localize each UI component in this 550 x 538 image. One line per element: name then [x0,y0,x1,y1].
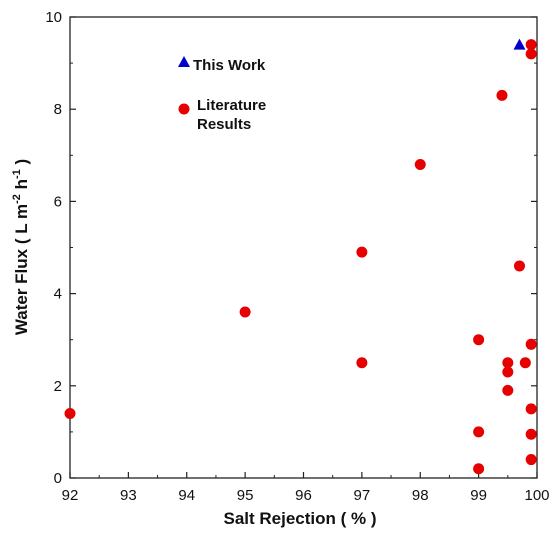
x-tick-label: 93 [120,487,137,504]
y-tick-label: 2 [54,378,62,395]
data-point-literature [525,403,537,415]
data-point-literature [525,39,537,51]
y-tick-label: 6 [54,193,62,210]
legend-marker-literature [178,103,190,115]
legend-label-literature: Literature Results [197,97,266,133]
data-point-literature [356,357,368,369]
data-point-literature [239,306,251,318]
data-point-literature [496,89,508,101]
y-axis-title-sup-2: -1 [11,169,23,179]
x-axis-title: Salt Rejection ( % ) [223,509,376,528]
x-tick-label: 97 [354,487,371,504]
x-tick-label: 100 [524,487,549,504]
y-tick-label: 4 [54,286,62,303]
data-point-literature [473,334,485,346]
y-axis-title-main: Water Flux ( L m [12,204,31,335]
x-tick-label: 94 [178,487,195,504]
data-point-literature [502,357,514,369]
data-point-literature [525,428,537,440]
data-point-literature [513,260,525,272]
y-tick-label: 0 [54,470,62,487]
data-point-literature [519,357,531,369]
data-point-literature [525,48,537,60]
legend-label-literature-line1: Literature [197,97,266,114]
x-axis: 92 93 94 95 96 97 98 99 100 [62,472,550,504]
legend-label-literature-line2: Results [197,116,251,133]
y-axis-title: Water Flux ( L m-2 h-1 ) [11,159,31,335]
data-point-literature [473,426,485,438]
data-point-literature [414,159,426,171]
y-axis-title-sup-1: -2 [11,194,23,204]
x-tick-label: 99 [470,487,487,504]
y-tick-label: 8 [54,101,62,118]
data-point-literature [502,366,514,378]
y-tick-label: 10 [45,9,62,26]
legend-marker-this-work [178,56,190,67]
data-point-literature [502,384,514,396]
data-point-literature [525,338,537,350]
plot-area [69,16,538,479]
data-point-literature [525,454,537,466]
x-tick-label: 98 [412,487,429,504]
data-point-literature [473,463,485,475]
y-axis-title-end: ) [12,159,31,169]
legend-label-this-work: This Work [193,57,266,74]
y-axis: 0 2 4 6 8 10 [45,9,537,487]
data-point-this-work [513,38,526,50]
y-axis-title-mid: h [12,179,31,194]
legend: This Work Literature Results [178,56,266,133]
data-point-literature [356,246,368,258]
x-tick-label: 96 [295,487,312,504]
x-tick-label: 95 [237,487,254,504]
x-tick-label: 92 [62,487,79,504]
data-point-literature [64,407,76,419]
data-points [64,38,537,475]
